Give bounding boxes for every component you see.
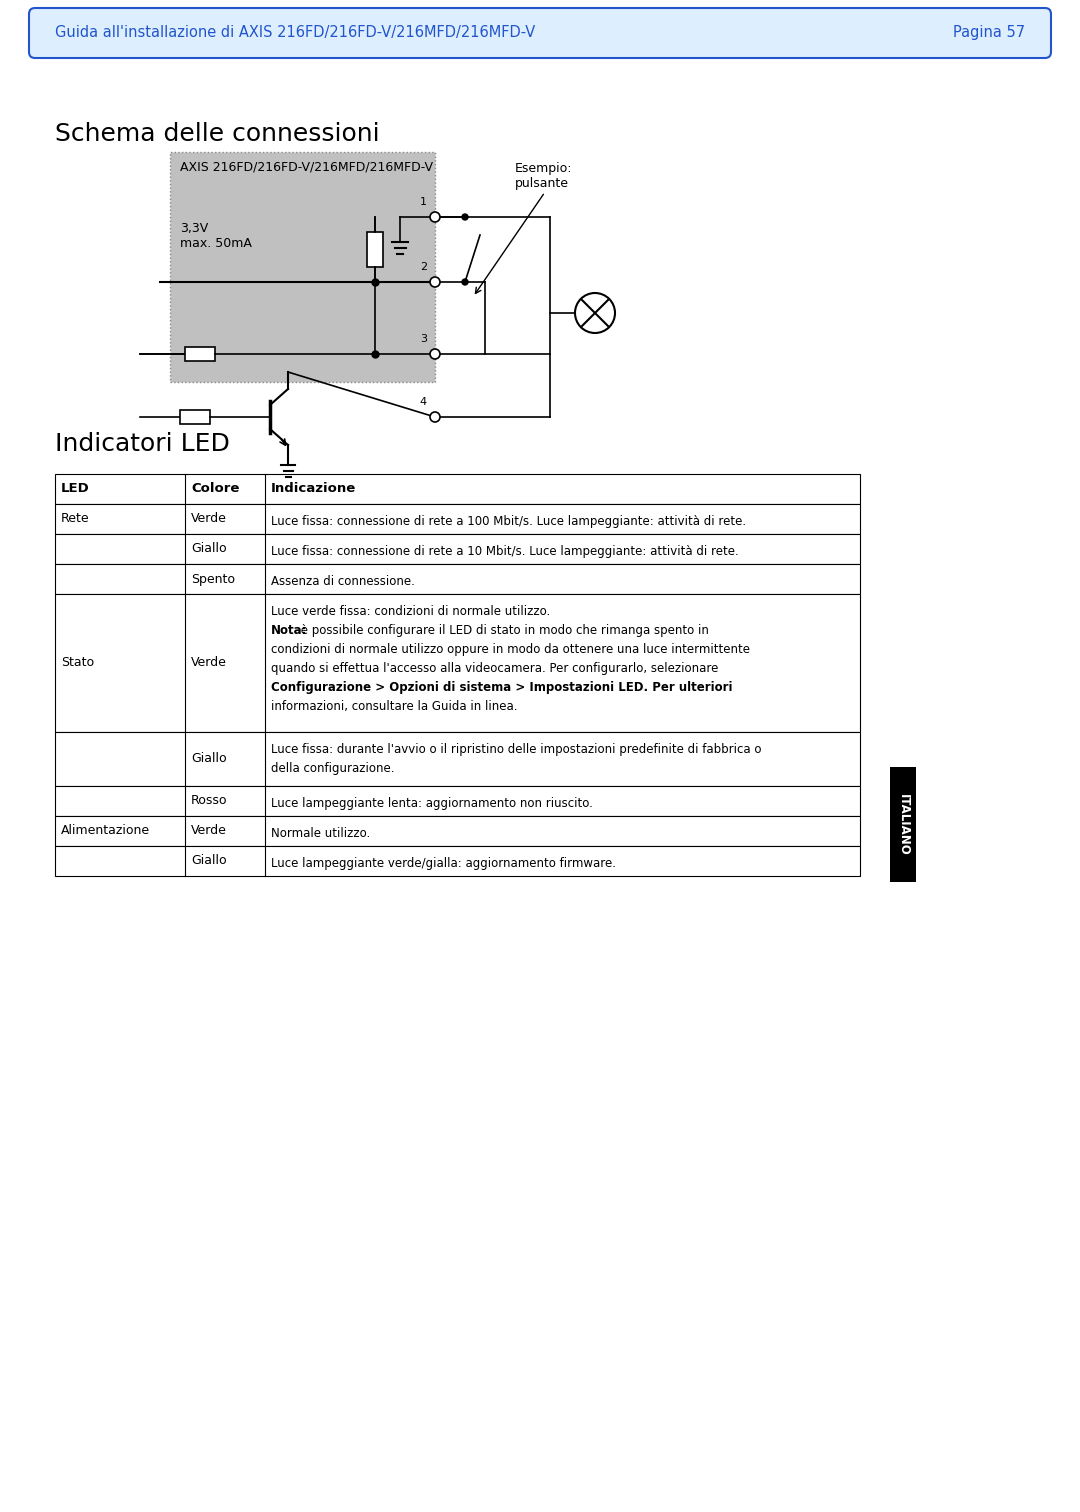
Text: Verde: Verde	[191, 656, 227, 670]
Text: LED: LED	[60, 482, 90, 496]
FancyBboxPatch shape	[29, 8, 1051, 57]
Text: 2: 2	[420, 262, 427, 272]
Text: Normale utilizzo.: Normale utilizzo.	[271, 827, 370, 841]
Text: Luce verde fissa: condizioni di normale utilizzo.: Luce verde fissa: condizioni di normale …	[271, 605, 550, 618]
Text: condizioni di normale utilizzo oppure in modo da ottenere una luce intermittente: condizioni di normale utilizzo oppure in…	[271, 643, 750, 656]
Text: Pagina 57: Pagina 57	[953, 26, 1025, 41]
Circle shape	[430, 212, 440, 222]
Circle shape	[430, 277, 440, 287]
Text: Guida all'installazione di AXIS 216FD/216FD-V/216MFD/216MFD-V: Guida all'installazione di AXIS 216FD/21…	[55, 26, 536, 41]
Bar	[55, 534, 860, 564]
Text: Assenza di connessione.: Assenza di connessione.	[271, 575, 415, 588]
Bar	[890, 767, 916, 881]
Text: è possibile configurare il LED di stato in modo che rimanga spento in: è possibile configurare il LED di stato …	[297, 624, 708, 637]
Text: informazioni, consultare la Guida in linea.: informazioni, consultare la Guida in lin…	[271, 700, 517, 714]
Text: 3: 3	[420, 334, 427, 345]
Text: 1: 1	[420, 197, 427, 207]
Circle shape	[430, 349, 440, 358]
Text: Rete: Rete	[60, 513, 90, 526]
Bar	[55, 503, 860, 534]
Text: ITALIANO: ITALIANO	[896, 794, 909, 856]
Text: 4: 4	[420, 398, 427, 407]
Text: Luce fissa: connessione di rete a 100 Mbit/s. Luce lampeggiante: attività di ret: Luce fissa: connessione di rete a 100 Mb…	[271, 516, 746, 528]
Text: Luce lampeggiante lenta: aggiornamento non riuscito.: Luce lampeggiante lenta: aggiornamento n…	[271, 797, 593, 810]
Text: Spento: Spento	[191, 573, 235, 585]
Text: Stato: Stato	[60, 656, 94, 670]
Text: Indicazione: Indicazione	[271, 482, 356, 496]
Text: Alimentazione: Alimentazione	[60, 824, 150, 838]
Text: Luce lampeggiante verde/gialla: aggiornamento firmware.: Luce lampeggiante verde/gialla: aggiorna…	[271, 857, 616, 869]
Text: Nota:: Nota:	[271, 624, 308, 637]
Text: Configurazione > Opzioni di sistema > Impostazioni LED. Per ulteriori: Configurazione > Opzioni di sistema > Im…	[271, 680, 732, 694]
Bar	[180, 410, 210, 423]
Bar	[55, 594, 860, 732]
Text: 3,3V: 3,3V	[180, 222, 208, 234]
Circle shape	[430, 411, 440, 422]
Text: Rosso: Rosso	[191, 794, 228, 807]
Text: Indicatori LED: Indicatori LED	[55, 432, 230, 457]
Text: Verde: Verde	[191, 824, 227, 838]
Text: Colore: Colore	[191, 482, 240, 496]
Circle shape	[575, 293, 615, 333]
Text: Luce fissa: durante l'avvio o il ripristino delle impostazioni predefinite di fa: Luce fissa: durante l'avvio o il riprist…	[271, 742, 761, 756]
Bar	[170, 153, 435, 383]
Text: Verde: Verde	[191, 513, 227, 526]
Bar	[55, 473, 860, 503]
Text: Schema delle connessioni: Schema delle connessioni	[55, 122, 380, 147]
Text: Giallo: Giallo	[191, 753, 227, 765]
Bar	[55, 786, 860, 816]
Text: max. 50mA: max. 50mA	[180, 237, 252, 249]
Text: AXIS 216FD/216FD-V/216MFD/216MFD-V: AXIS 216FD/216FD-V/216MFD/216MFD-V	[180, 160, 433, 172]
Text: Esempio:
pulsante: Esempio: pulsante	[515, 162, 572, 191]
Bar	[367, 231, 383, 268]
Bar	[55, 816, 860, 847]
Circle shape	[462, 215, 468, 221]
Text: della configurazione.: della configurazione.	[271, 762, 394, 776]
Text: Luce fissa: connessione di rete a 10 Mbit/s. Luce lampeggiante: attività di rete: Luce fissa: connessione di rete a 10 Mbi…	[271, 544, 739, 558]
Bar	[185, 346, 215, 361]
Circle shape	[462, 280, 468, 284]
Text: quando si effettua l'accesso alla videocamera. Per configurarlo, selezionare: quando si effettua l'accesso alla videoc…	[271, 662, 718, 674]
Bar	[55, 564, 860, 594]
Text: Giallo: Giallo	[191, 854, 227, 868]
Bar	[55, 847, 860, 875]
Text: Giallo: Giallo	[191, 543, 227, 555]
Bar	[55, 732, 860, 786]
